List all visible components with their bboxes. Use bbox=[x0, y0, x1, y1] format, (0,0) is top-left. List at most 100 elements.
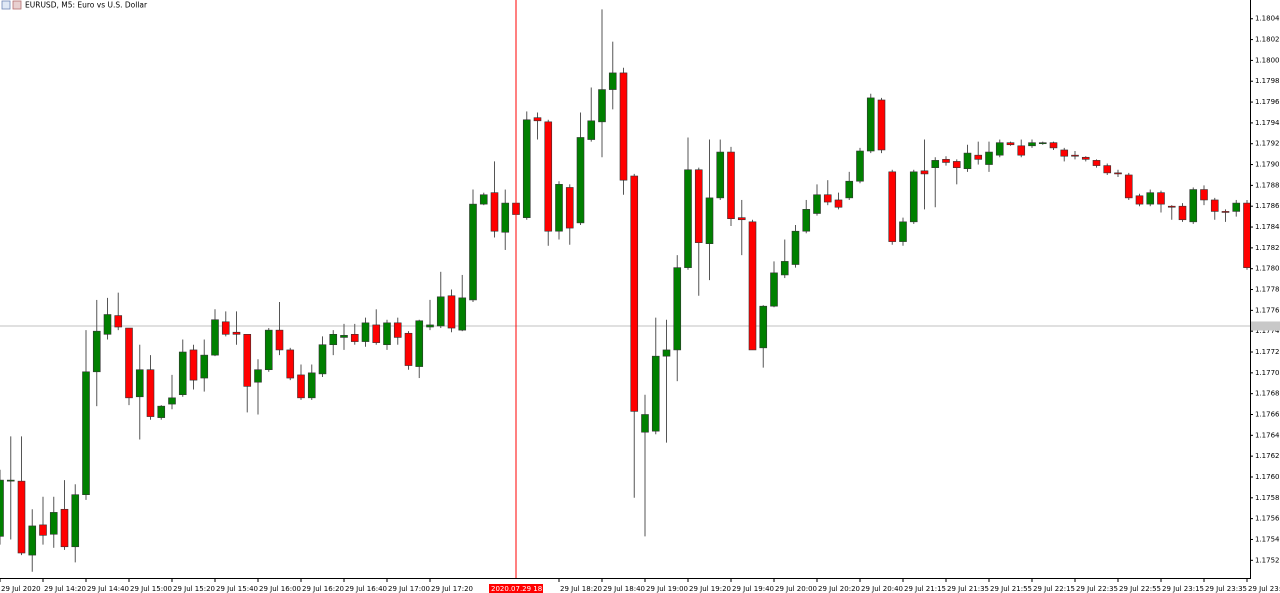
candle-body bbox=[974, 154, 983, 160]
candle-body bbox=[759, 305, 768, 349]
candle-body bbox=[1210, 199, 1219, 212]
candle-body bbox=[350, 334, 359, 342]
candle-body bbox=[770, 272, 778, 307]
candle-body bbox=[361, 322, 370, 342]
candle-body bbox=[103, 314, 112, 335]
x-tick-label: 29 Jul 18:40 bbox=[603, 585, 645, 593]
y-tick-label: 1.17900 bbox=[1255, 161, 1280, 169]
candle-body bbox=[995, 142, 1004, 156]
candle-body bbox=[221, 321, 230, 335]
candle-body bbox=[1060, 149, 1069, 157]
x-tick-label: 29 Jul 22:55 bbox=[1119, 585, 1161, 593]
candle-body bbox=[135, 369, 144, 398]
candle-body bbox=[372, 324, 381, 343]
y-tick-label: 1.17720 bbox=[1255, 348, 1280, 356]
candle-body bbox=[716, 151, 725, 199]
x-tick-label: 29 Jul 21:35 bbox=[947, 585, 989, 593]
candle-body bbox=[705, 197, 714, 244]
candle-body bbox=[178, 351, 187, 396]
candle-body bbox=[17, 480, 26, 554]
y-tick-label: 1.17520 bbox=[1255, 556, 1280, 564]
x-tick-label: 29 Jul 19:00 bbox=[646, 585, 688, 593]
candle-body bbox=[834, 199, 843, 208]
candle-body bbox=[1103, 165, 1112, 174]
candle-body bbox=[651, 355, 660, 432]
candle-body bbox=[533, 117, 542, 122]
y-tick-label: 1.17780 bbox=[1255, 286, 1280, 294]
candle-body bbox=[383, 322, 391, 346]
y-tick-label: 1.17760 bbox=[1255, 306, 1280, 314]
candle-body bbox=[952, 161, 961, 168]
candle-body bbox=[963, 152, 972, 170]
candle-body bbox=[845, 180, 854, 199]
candle-body bbox=[254, 369, 262, 383]
candle-body bbox=[748, 221, 757, 351]
candles bbox=[0, 9, 1250, 572]
candle-body bbox=[458, 297, 467, 331]
crosshair-label-box bbox=[489, 584, 543, 593]
candle-body bbox=[866, 97, 875, 152]
x-tick-label: 29 Jul 20:40 bbox=[861, 585, 903, 593]
candle-body bbox=[619, 72, 628, 181]
candle-body bbox=[415, 320, 424, 367]
x-tick-label: 29 Jul 14:20 bbox=[44, 585, 86, 593]
candle-body bbox=[909, 171, 918, 223]
candle-body bbox=[737, 217, 746, 221]
candle-body bbox=[146, 369, 155, 417]
candle-body bbox=[157, 405, 166, 418]
x-tick-label: 29 Jul 17:00 bbox=[388, 585, 430, 593]
x-tick-label: 29 Jul 16:00 bbox=[259, 585, 301, 593]
y-tick-label: 1.17800 bbox=[1255, 265, 1280, 273]
candle-body bbox=[662, 349, 671, 357]
candle-body bbox=[71, 494, 80, 548]
candle-body bbox=[641, 414, 649, 433]
candle-body bbox=[1167, 205, 1176, 208]
candle-body bbox=[942, 159, 950, 163]
candle-body bbox=[1221, 211, 1230, 213]
y-tick-label: 1.17860 bbox=[1255, 202, 1280, 210]
candle-body bbox=[39, 524, 47, 536]
candle-body bbox=[899, 221, 907, 242]
candle-body bbox=[576, 137, 585, 224]
candle-body bbox=[329, 334, 338, 346]
candle-body bbox=[544, 121, 553, 232]
x-tick-label: 29 Jul 15:20 bbox=[173, 585, 215, 593]
candle-body bbox=[200, 354, 209, 379]
y-tick-label: 1.17740 bbox=[1255, 327, 1280, 335]
candle-body bbox=[286, 349, 295, 379]
candle-body bbox=[856, 150, 864, 182]
candle-body bbox=[168, 397, 176, 405]
candle-body bbox=[307, 372, 316, 399]
candle-body bbox=[243, 334, 252, 387]
candle-body bbox=[82, 371, 90, 495]
candle-body bbox=[555, 184, 563, 232]
y-tick-label: 1.18040 bbox=[1255, 15, 1280, 23]
candle-body bbox=[877, 99, 886, 151]
candle-body bbox=[49, 512, 58, 535]
candle-body bbox=[501, 202, 510, 233]
candle-body bbox=[1189, 189, 1198, 223]
candle-body bbox=[1071, 154, 1079, 157]
candle-body bbox=[189, 349, 198, 381]
candle-body bbox=[447, 295, 456, 329]
candle-body bbox=[1017, 145, 1026, 156]
y-tick-label: 1.17600 bbox=[1255, 473, 1280, 481]
y-tick-label: 1.17620 bbox=[1255, 452, 1280, 460]
y-tick-label: 1.17560 bbox=[1255, 515, 1280, 523]
candle-body bbox=[0, 479, 4, 537]
candle-body bbox=[673, 267, 682, 351]
x-tick-label: 29 Jul 23:5 bbox=[1248, 585, 1280, 593]
x-tick-label: 29 Jul 22:35 bbox=[1076, 585, 1118, 593]
x-tick-label: 29 Jul 20:00 bbox=[775, 585, 817, 593]
candle-body bbox=[125, 327, 133, 399]
y-tick-label: 1.17840 bbox=[1255, 223, 1280, 231]
candle-body bbox=[92, 330, 101, 373]
current-price-box bbox=[1251, 321, 1280, 331]
x-tick-label: 29 Jul 23:15 bbox=[1162, 585, 1204, 593]
candle-body bbox=[1157, 192, 1165, 205]
candle-body bbox=[1232, 202, 1241, 212]
candle-body bbox=[211, 319, 219, 356]
candle-body bbox=[232, 331, 241, 335]
